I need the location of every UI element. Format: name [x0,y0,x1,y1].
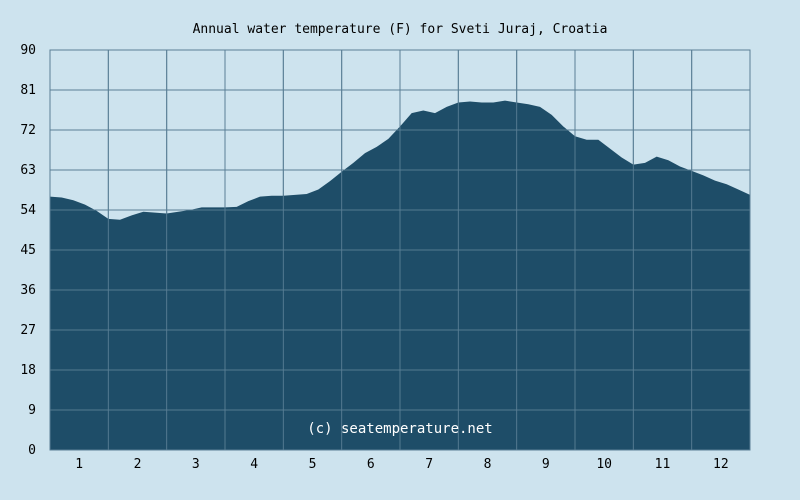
x-tick-label: 9 [542,457,550,472]
x-tick-label: 11 [655,457,671,472]
x-tick-label: 2 [134,457,142,472]
y-tick-label: 54 [20,203,36,218]
y-tick-label: 90 [20,43,36,58]
x-tick-label: 4 [250,457,258,472]
x-tick-label: 8 [484,457,492,472]
x-tick-label: 3 [192,457,200,472]
chart-title: Annual water temperature (F) for Sveti J… [193,22,608,37]
y-tick-label: 0 [28,443,36,458]
y-tick-label: 18 [20,363,36,378]
watermark: (c) seatemperature.net [307,421,492,437]
y-tick-label: 36 [20,283,36,298]
grid-overlay [49,49,751,451]
x-tick-label: 7 [425,457,433,472]
y-tick-label: 45 [20,243,36,258]
y-tick-label: 27 [20,323,36,338]
y-axis-ticks: 0 9 18 27 36 45 54 63 72 81 90 [20,43,36,458]
y-tick-label: 72 [20,123,36,138]
plot-frame [49,49,751,451]
x-tick-label: 1 [75,457,83,472]
y-tick-label: 63 [20,163,36,178]
x-axis-ticks: 1 2 3 4 5 6 7 8 9 10 11 12 [75,457,728,472]
x-tick-label: 6 [367,457,375,472]
y-tick-label: 81 [20,83,36,98]
y-tick-label: 9 [28,403,36,418]
x-tick-label: 12 [713,457,729,472]
x-tick-label: 10 [596,457,612,472]
x-tick-label: 5 [309,457,317,472]
